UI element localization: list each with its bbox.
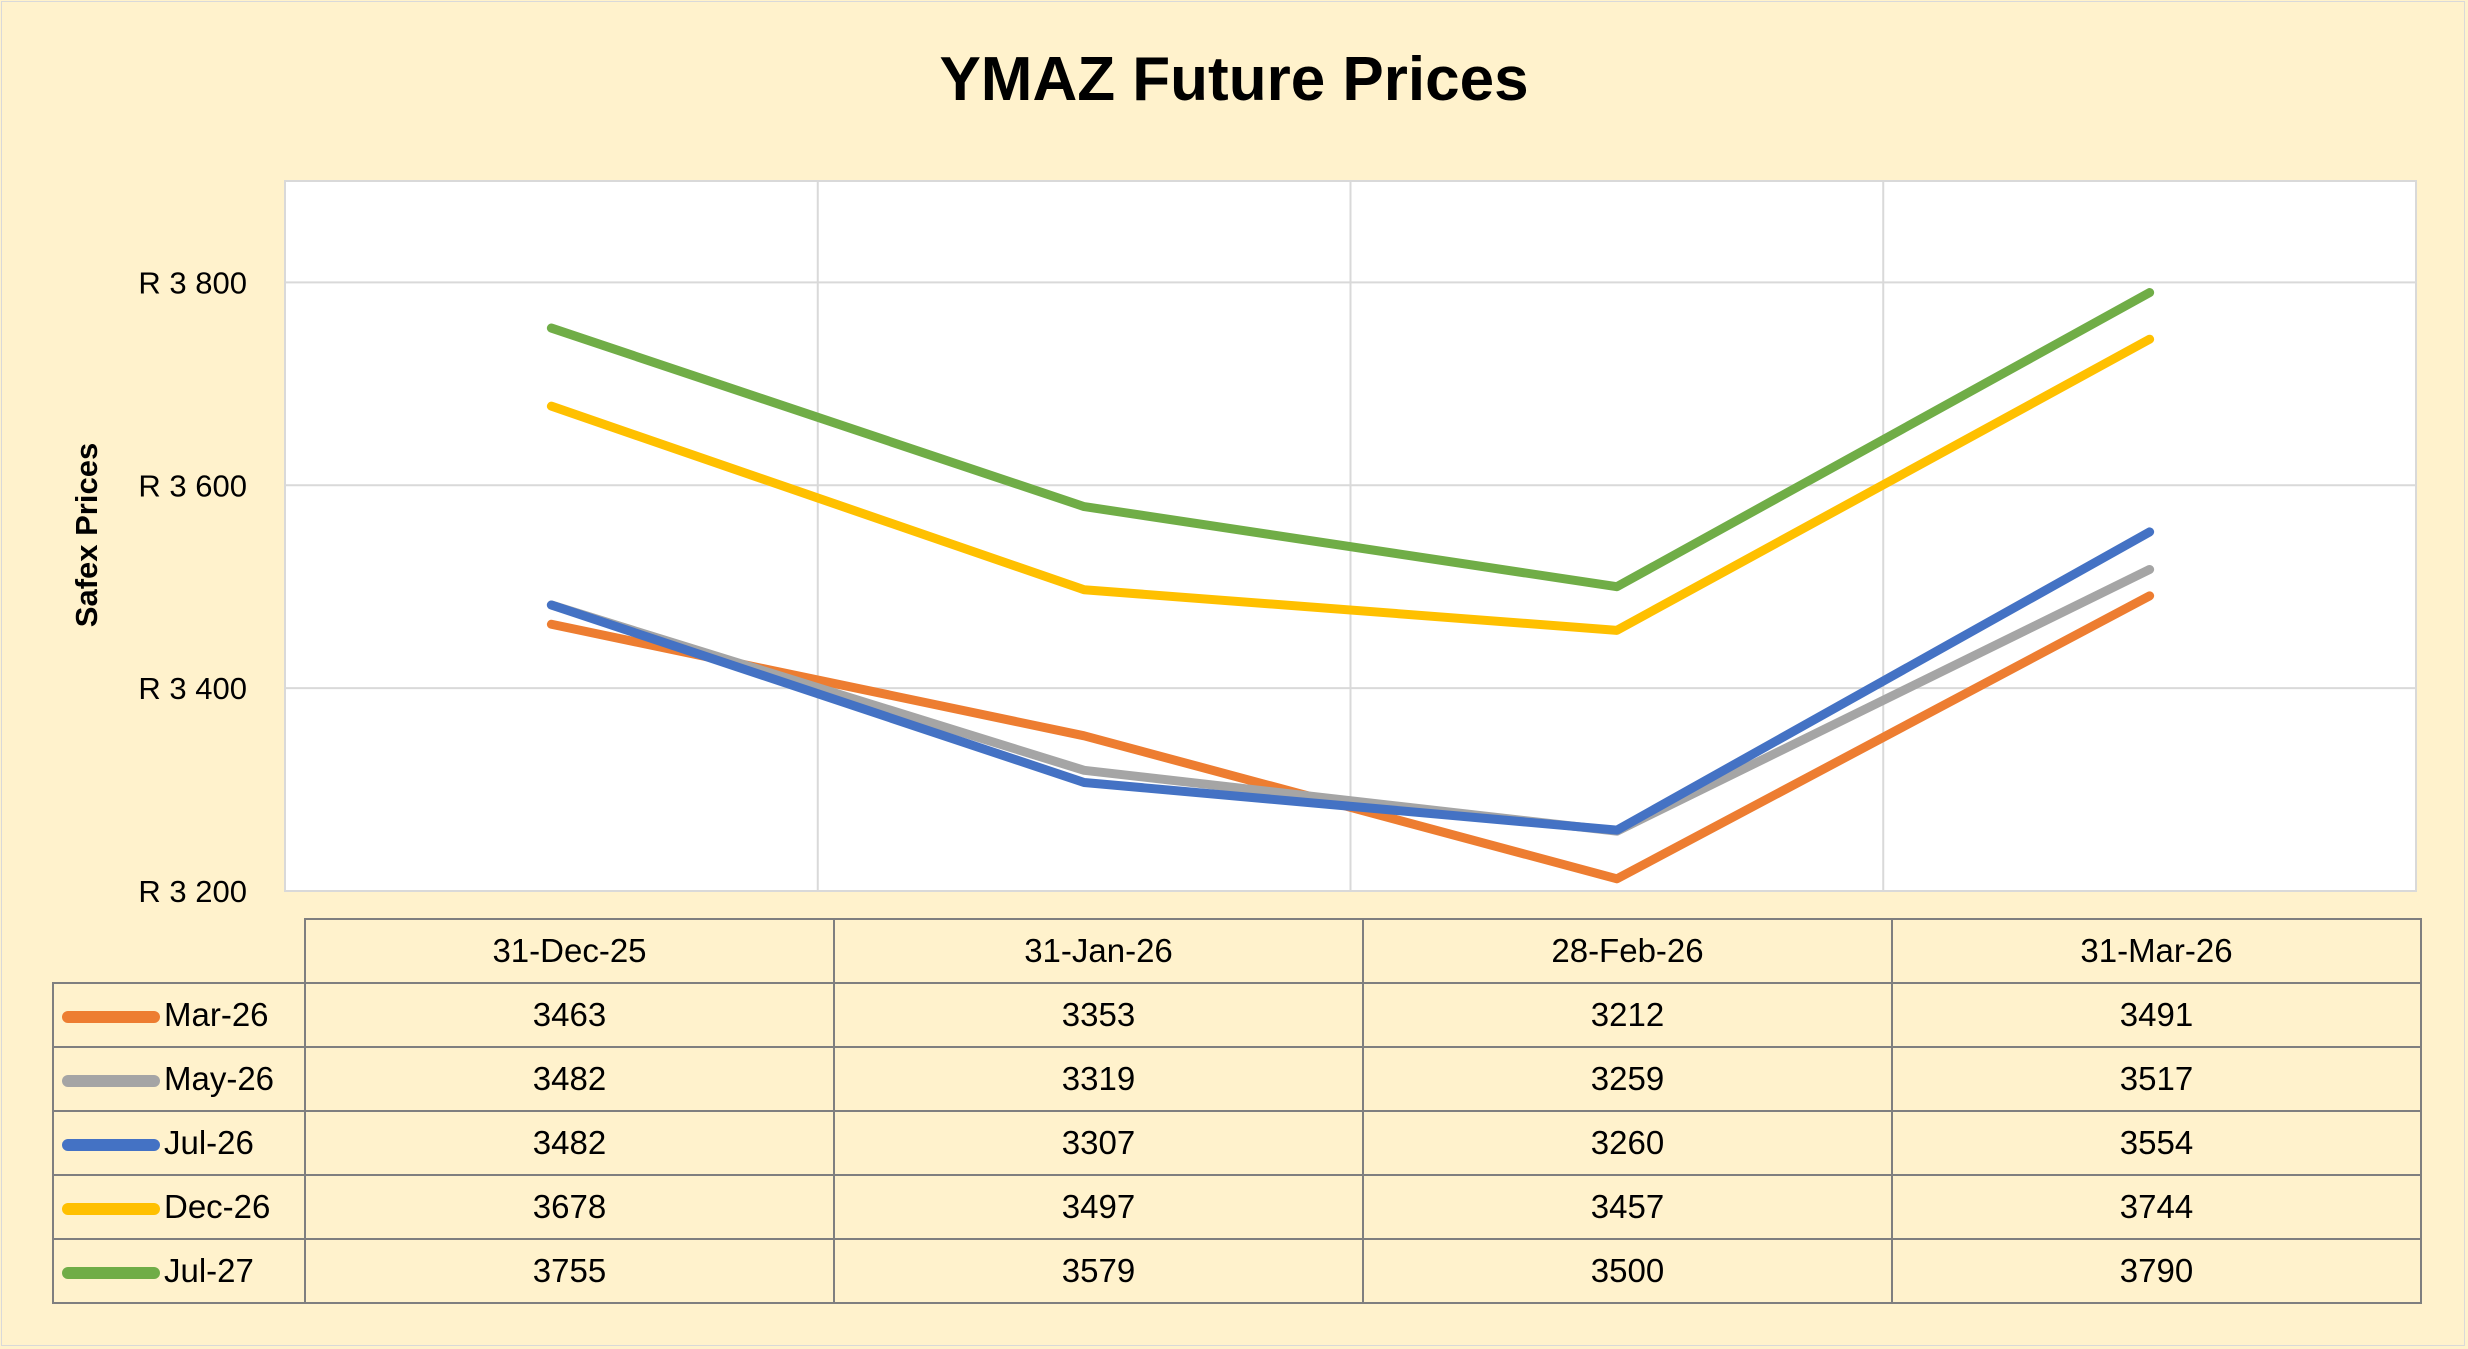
- y-tick-label: R 3 200: [138, 874, 247, 909]
- data-cell: 3457: [1362, 1174, 1893, 1240]
- series-line-dec-26: [546, 334, 2155, 635]
- legend-swatch-icon: [62, 1011, 160, 1024]
- legend-entry: May-26: [52, 1046, 306, 1112]
- y-tick-label: R 3 800: [138, 265, 247, 300]
- legend-swatch-icon: [62, 1203, 160, 1216]
- data-cell: 3212: [1362, 982, 1893, 1048]
- data-cell: 3500: [1362, 1238, 1893, 1304]
- data-cell: 3744: [1891, 1174, 2422, 1240]
- data-cell: 3307: [833, 1110, 1364, 1176]
- data-cell: 3319: [833, 1046, 1364, 1112]
- legend-entry: Jul-27: [52, 1238, 306, 1304]
- category-label: 31-Jan-26: [833, 918, 1364, 984]
- table-row: Jul-26 3482 3307 3260 3554: [52, 1110, 2422, 1176]
- series-name: Jul-27: [164, 1252, 254, 1289]
- data-cell: 3482: [304, 1110, 835, 1176]
- chart-title: YMAZ Future Prices: [939, 45, 1529, 114]
- data-cell: 3755: [304, 1238, 835, 1304]
- data-cell: 3491: [1891, 982, 2422, 1048]
- series-name: Dec-26: [164, 1188, 271, 1225]
- data-cell: 3678: [304, 1174, 835, 1240]
- series-line-jul-27: [546, 288, 2155, 592]
- table-header-row: 31-Dec-25 31-Jan-26 28-Feb-26 31-Mar-26: [53, 918, 2422, 984]
- data-cell: 3517: [1891, 1046, 2422, 1112]
- data-cell: 3482: [304, 1046, 835, 1112]
- category-label: 31-Dec-25: [304, 918, 835, 984]
- legend-swatch-icon: [62, 1139, 160, 1152]
- category-label: 28-Feb-26: [1362, 918, 1893, 984]
- table-row: May-26 3482 3319 3259 3517: [52, 1046, 2422, 1112]
- series-name: May-26: [164, 1060, 275, 1097]
- series-name: Mar-26: [164, 996, 269, 1033]
- legend-entry: Mar-26: [52, 982, 306, 1048]
- table-row: Jul-27 3755 3579 3500 3790: [52, 1238, 2422, 1304]
- category-label: 31-Mar-26: [1891, 918, 2422, 984]
- table-row: Dec-26 3678 3497 3457 3744: [52, 1174, 2422, 1240]
- data-cell: 3353: [833, 982, 1364, 1048]
- legend-entry: Jul-26: [52, 1110, 306, 1176]
- legend-swatch-icon: [62, 1075, 160, 1088]
- series-line-jul-26: [546, 527, 2155, 835]
- data-cell: 3790: [1891, 1238, 2422, 1304]
- data-cell: 3259: [1362, 1046, 1893, 1112]
- data-cell: 3260: [1362, 1110, 1893, 1176]
- table-corner: [53, 919, 305, 983]
- data-cell: 3554: [1891, 1110, 2422, 1176]
- series-name: Jul-26: [164, 1124, 254, 1161]
- data-cell: 3463: [304, 982, 835, 1048]
- legend-swatch-icon: [62, 1267, 160, 1280]
- data-cell: 3579: [833, 1238, 1364, 1304]
- data-table: 31-Dec-25 31-Jan-26 28-Feb-26 31-Mar-26 Mar-…: [52, 918, 2422, 1304]
- legend-entry: Dec-26: [52, 1174, 306, 1240]
- y-tick-label: R 3 600: [138, 468, 247, 503]
- series-line-may-26: [546, 564, 2155, 836]
- data-cell: 3497: [833, 1174, 1364, 1240]
- table-row: Mar-26 3463 3353 3212 3491: [52, 982, 2422, 1048]
- y-tick-label: R 3 400: [138, 671, 247, 706]
